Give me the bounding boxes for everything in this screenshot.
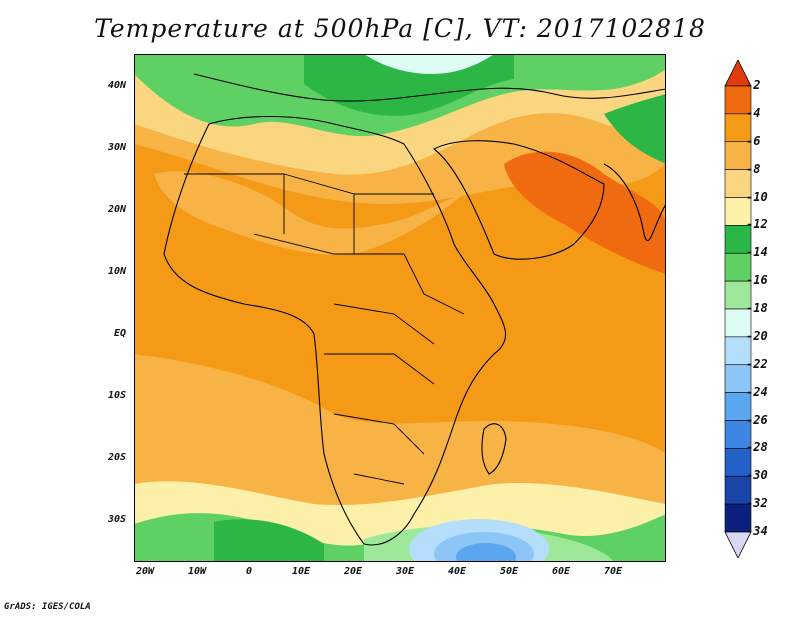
colorbar-tick-label: -30 (746, 468, 768, 483)
colorbar-tick-label: -32 (746, 496, 768, 511)
arabia-outline (432, 140, 605, 260)
lon-label-60e: 60E (551, 566, 571, 577)
field-green-south-dark (214, 519, 324, 562)
lat-label-20s: 20S (107, 452, 126, 463)
field-cyan-north (364, 54, 494, 74)
colorbar-cell (724, 252, 752, 282)
field-light-sahara (154, 171, 464, 255)
colorbar-cell (724, 475, 752, 505)
colorbar-tick-label: -18 (746, 301, 768, 315)
colorbar-tick-label: -34 (746, 524, 768, 538)
colorbar-tick-label: -20 (746, 328, 768, 343)
colorbar-cell (724, 280, 752, 310)
colorbar-tick-label: -4 (746, 105, 761, 120)
country-borders (184, 173, 465, 485)
lon-label-70e: 70E (603, 566, 623, 577)
colorbar-cell (724, 141, 752, 170)
colorbar-cell (724, 336, 752, 366)
lon-label-40e: 40E (447, 566, 467, 577)
map-title: Temperature at 500hPa [C], VT: 201710281… (94, 14, 706, 43)
colorbar-tick-label: -6 (746, 133, 761, 148)
lon-label-0: 0 (245, 566, 253, 577)
india-outline (603, 163, 666, 242)
lon-label-30e: 30E (395, 566, 415, 577)
lon-label-10e: 10E (291, 566, 311, 577)
lon-label-10w: 10W (187, 566, 207, 577)
colorbar-cell (724, 308, 752, 338)
colorbar-tick-label: -28 (746, 440, 768, 455)
madagascar-outline (481, 423, 507, 475)
colorbar-tick-label: -26 (746, 412, 768, 427)
lat-label-30n: 30N (107, 142, 126, 153)
colorbar-cell (724, 225, 752, 254)
colorbar-cell (724, 420, 752, 449)
lon-label-50e: 50E (499, 566, 519, 577)
lat-label-10n: 10N (107, 266, 126, 277)
lat-label-20n: 20N (107, 204, 126, 215)
footer-credit: GrADS: IGES/COLA (4, 602, 91, 612)
colorbar-cell (724, 392, 752, 421)
colorbar-tick-label: -22 (746, 356, 768, 371)
colorbar-cell (724, 448, 752, 477)
colorbar-tick-label: -2 (746, 78, 761, 92)
colorbar-bottom-triangle (724, 531, 752, 559)
field-green-east (604, 94, 666, 164)
colorbar-tick-label: -24 (746, 384, 768, 399)
lon-label-20w: 20W (135, 566, 155, 577)
field-red-arabia (504, 151, 666, 274)
colorbar-tick-label: -10 (746, 189, 768, 204)
colorbar-tick-label: -14 (746, 245, 768, 260)
colorbar-tick-label: -12 (746, 217, 768, 232)
africa-outline (163, 115, 507, 546)
colorbar-cell (724, 503, 752, 533)
lat-label-eq: EQ (113, 328, 126, 339)
temperature-map (134, 54, 666, 562)
colorbar-cell (724, 169, 752, 198)
colorbar-tick-label: -16 (746, 273, 768, 288)
colorbar-tick-label: -8 (746, 161, 761, 176)
lat-label-30s: 30S (107, 514, 126, 525)
colorbar (723, 59, 753, 559)
lat-label-10s: 10S (107, 390, 126, 401)
colorbar-cell (724, 197, 752, 226)
lon-label-20e: 20E (343, 566, 363, 577)
field-cold-pool-3 (456, 543, 516, 562)
europe-coast (193, 73, 666, 102)
lat-label-40n: 40N (107, 80, 126, 91)
